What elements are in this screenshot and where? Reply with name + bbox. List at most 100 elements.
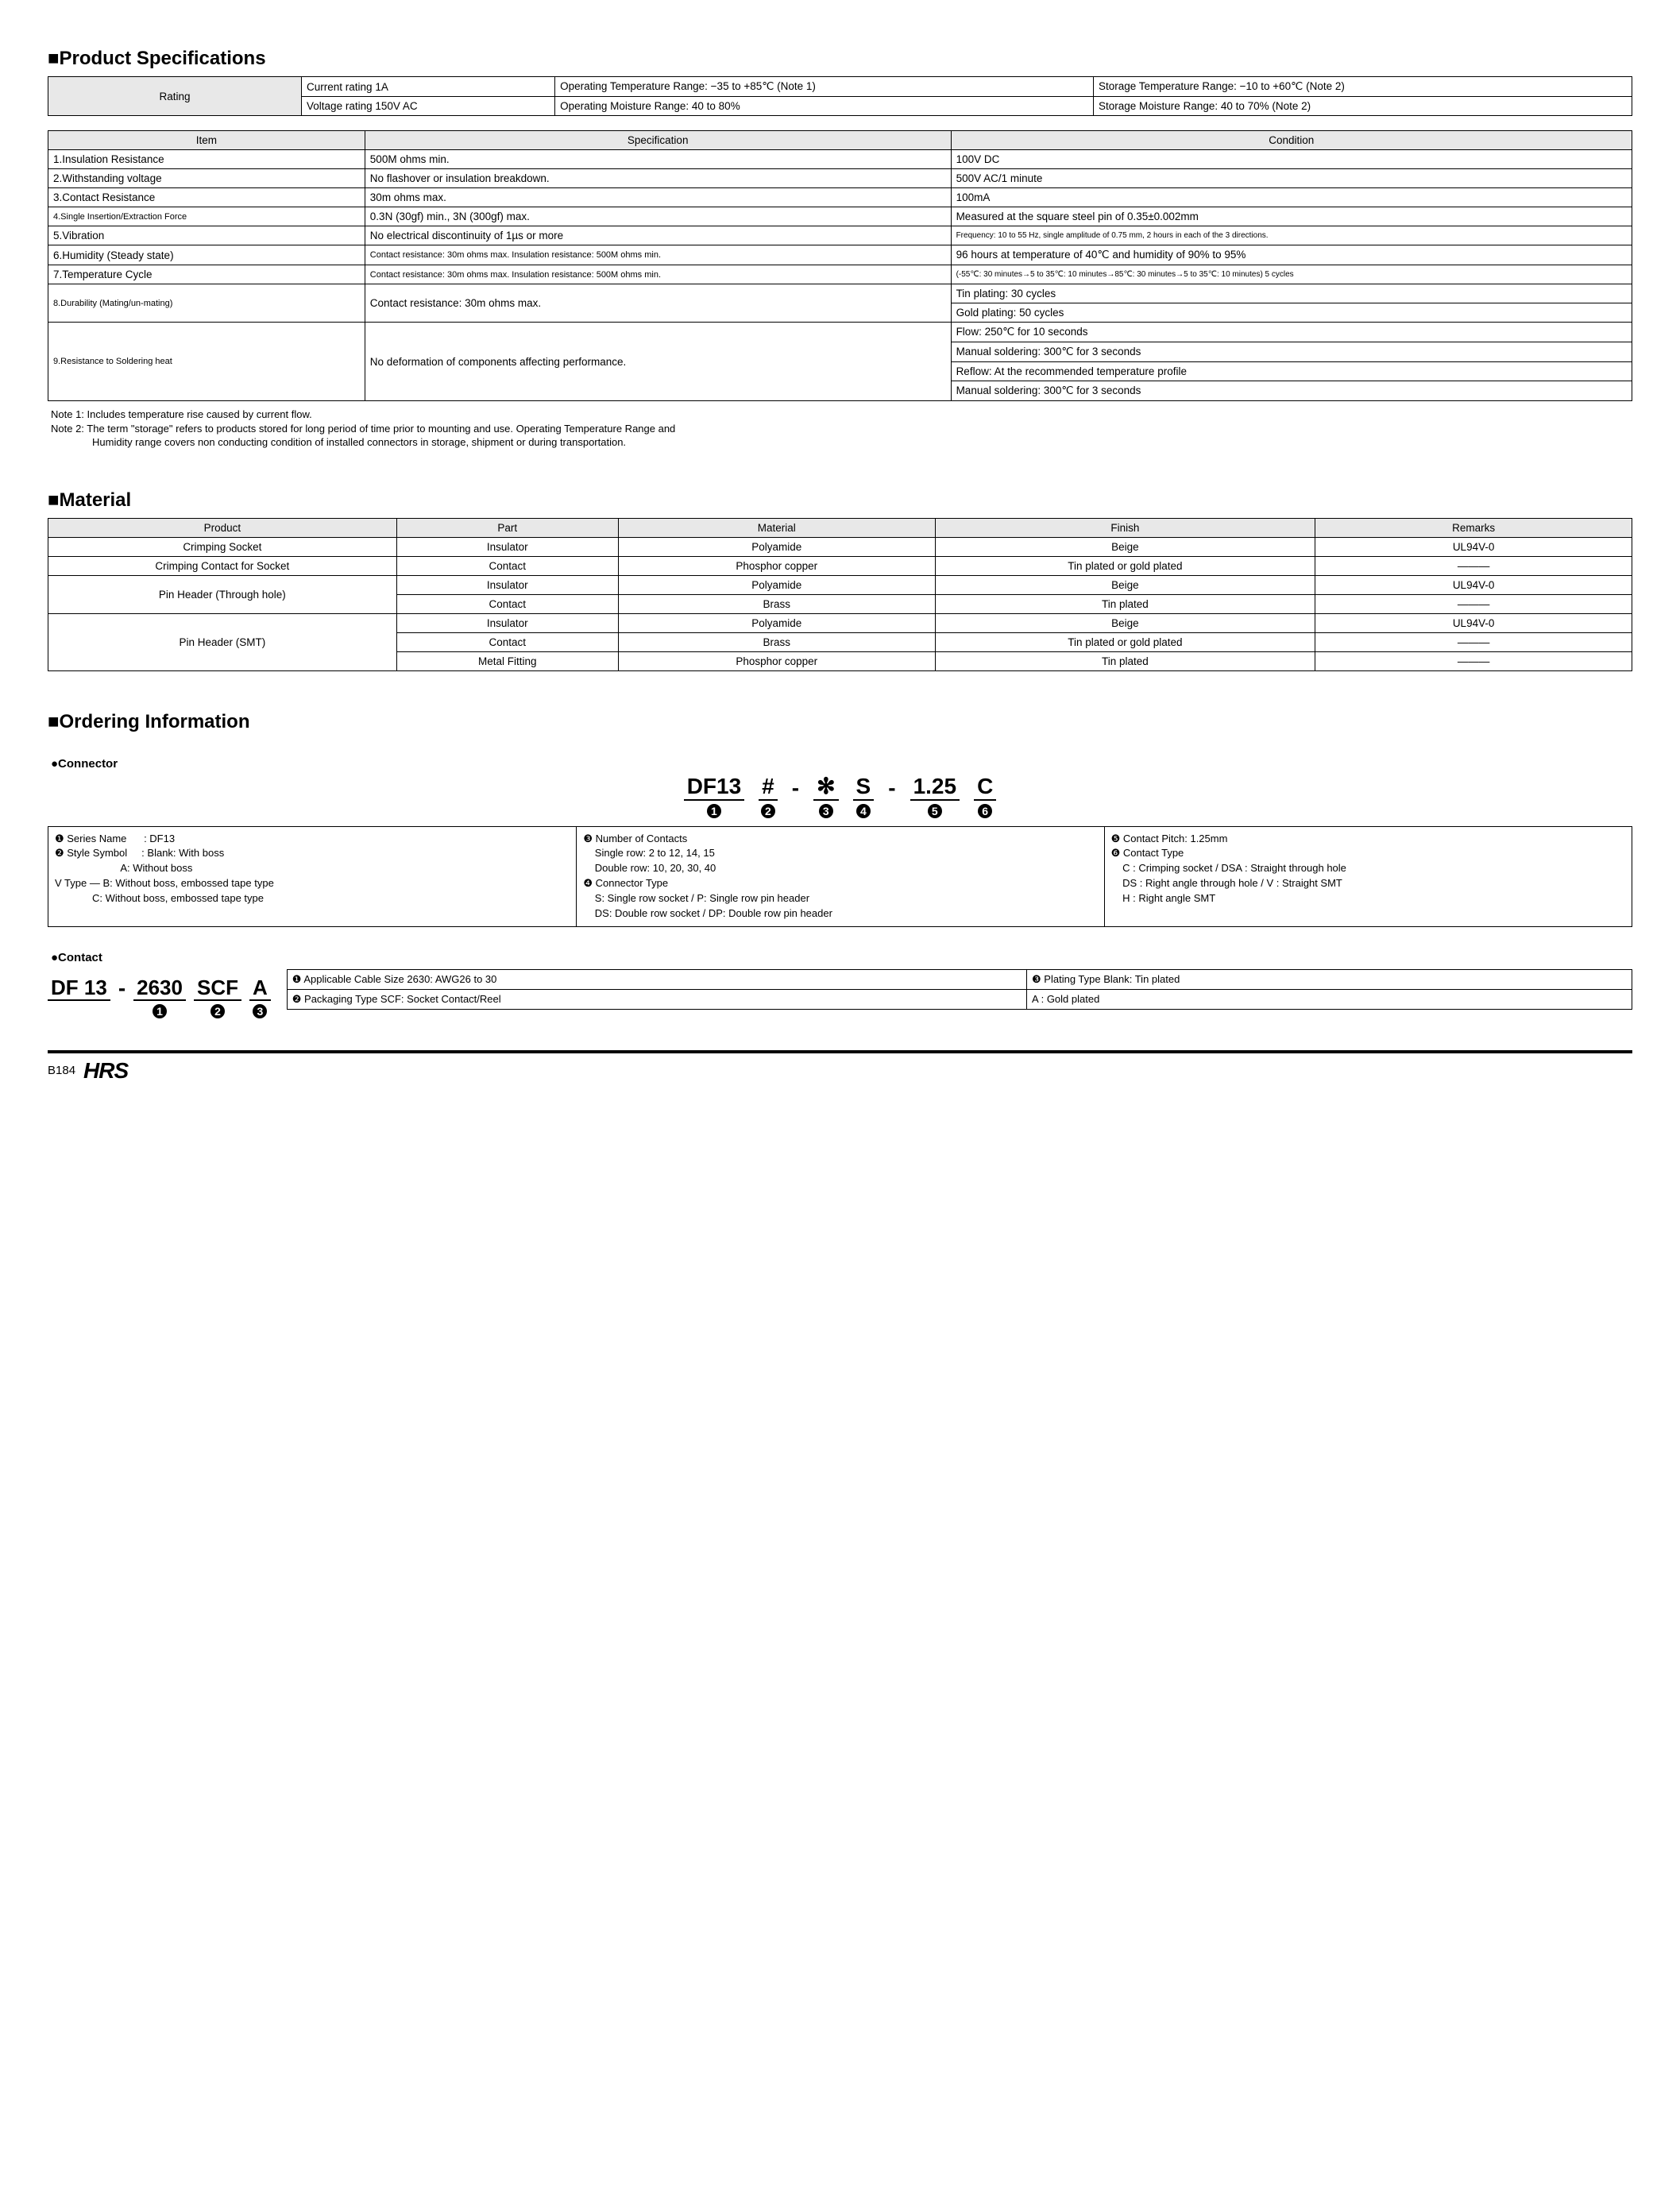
mat-product: Pin Header (Through hole) xyxy=(48,575,397,613)
contact-expl-cell: ❸ Plating Type Blank: Tin plated xyxy=(1027,969,1632,989)
mat-part: Insulator xyxy=(396,613,618,632)
spec-cond: Manual soldering: 300℃ for 3 seconds xyxy=(951,381,1632,401)
spec-item: 5.Vibration xyxy=(48,226,365,245)
note-1: Note 1: Includes temperature rise caused… xyxy=(51,408,1632,422)
mat-remarks: ——— xyxy=(1315,556,1632,575)
mat-material: Polyamide xyxy=(618,575,935,594)
spec-cond: 500V AC/1 minute xyxy=(951,169,1632,188)
pn-segment: S4 xyxy=(853,775,875,818)
col-spec: Specification xyxy=(365,131,951,150)
mat-product: Pin Header (SMT) xyxy=(48,613,397,670)
spec-cond: 100mA xyxy=(951,188,1632,207)
spec-spec: No electrical discontinuity of 1µs or mo… xyxy=(365,226,951,245)
pn-segment: #2 xyxy=(759,775,778,818)
note-2b: Humidity range covers non conducting con… xyxy=(51,435,1632,450)
spec-spec: 500M ohms min. xyxy=(365,150,951,169)
contact-expl-cell: A : Gold plated xyxy=(1027,989,1632,1009)
mat-part: Contact xyxy=(396,556,618,575)
mat-finish: Beige xyxy=(935,613,1315,632)
mat-finish: Tin plated xyxy=(935,651,1315,670)
pn-separator: - xyxy=(792,775,799,818)
connector-subheading: ●Connector xyxy=(51,757,1632,771)
pn-separator: - xyxy=(888,775,895,818)
spec-cond: Manual soldering: 300℃ for 3 seconds xyxy=(951,342,1632,362)
spec-cond: Flow: 250℃ for 10 seconds xyxy=(951,323,1632,342)
contact-expl-cell: ❶ Applicable Cable Size 2630: AWG26 to 3… xyxy=(287,969,1026,989)
mat-finish: Beige xyxy=(935,537,1315,556)
pn-segment: 1.255 xyxy=(910,775,960,818)
col-finish: Finish xyxy=(935,518,1315,537)
mat-material: Polyamide xyxy=(618,613,935,632)
product-spec-heading: ■Product Specifications xyxy=(48,48,1632,70)
material-heading: ■Material xyxy=(48,489,1632,512)
col-cond: Condition xyxy=(951,131,1632,150)
rating-cell: Storage Temperature Range: −10 to +60℃ (… xyxy=(1094,77,1632,97)
spec-item: 3.Contact Resistance xyxy=(48,188,365,207)
spec-item: 8.Durability (Mating/un-mating) xyxy=(48,284,365,323)
mat-material: Polyamide xyxy=(618,537,935,556)
contact-part-number: DF 13-26301SCF2A3 xyxy=(48,969,271,1018)
mat-remarks: ——— xyxy=(1315,651,1632,670)
col-remarks: Remarks xyxy=(1315,518,1632,537)
ordering-heading: ■Ordering Information xyxy=(48,711,1632,733)
conn-expl-col: ❸ Number of Contacts Single row: 2 to 12… xyxy=(576,827,1103,926)
rating-label: Rating xyxy=(48,77,302,116)
rating-cell: Voltage rating 150V AC xyxy=(302,97,555,116)
spec-item: 6.Humidity (Steady state) xyxy=(48,245,365,265)
contact-subheading: ●Contact xyxy=(51,951,1632,964)
spec-cond: 96 hours at temperature of 40℃ and humid… xyxy=(951,245,1632,265)
spec-spec: No flashover or insulation breakdown. xyxy=(365,169,951,188)
mat-finish: Tin plated or gold plated xyxy=(935,556,1315,575)
conn-expl-col: ❶ Series Name : DF13 ❷ Style Symbol : Bl… xyxy=(48,827,576,926)
hrs-logo: HRS xyxy=(83,1058,128,1084)
mat-remarks: UL94V-0 xyxy=(1315,537,1632,556)
mat-part: Contact xyxy=(396,594,618,613)
spec-cond: 100V DC xyxy=(951,150,1632,169)
mat-material: Phosphor copper xyxy=(618,556,935,575)
spec-item: 7.Temperature Cycle xyxy=(48,265,365,284)
mat-remarks: ——— xyxy=(1315,594,1632,613)
col-product: Product xyxy=(48,518,397,537)
contact-expl-cell: ❷ Packaging Type SCF: Socket Contact/Ree… xyxy=(287,989,1026,1009)
spec-spec: No deformation of components affecting p… xyxy=(365,323,951,401)
mat-material: Brass xyxy=(618,594,935,613)
spec-cond: (-55℃: 30 minutes→5 to 35℃: 10 minutes→8… xyxy=(951,265,1632,284)
spec-cond: Reflow: At the recommended temperature p… xyxy=(951,362,1632,381)
spec-cond: Tin plating: 30 cycles xyxy=(951,284,1632,303)
spec-table: Item Specification Condition 1.Insulatio… xyxy=(48,130,1632,401)
col-part: Part xyxy=(396,518,618,537)
connector-part-number: DF131#2-✻3S4-1.255C6 xyxy=(48,775,1632,818)
material-table: Product Part Material Finish Remarks Cri… xyxy=(48,518,1632,671)
col-item: Item xyxy=(48,131,365,150)
conn-expl-col: ❺ Contact Pitch: 1.25mm ❻ Contact Type C… xyxy=(1104,827,1632,926)
spec-notes: Note 1: Includes temperature rise caused… xyxy=(51,408,1632,450)
spec-cond: Gold plating: 50 cycles xyxy=(951,303,1632,323)
spec-spec: 30m ohms max. xyxy=(365,188,951,207)
spec-cond: Frequency: 10 to 55 Hz, single amplitude… xyxy=(951,226,1632,245)
mat-product: Crimping Contact for Socket xyxy=(48,556,397,575)
pn-segment: DF131 xyxy=(684,775,744,818)
note-2a: Note 2: The term "storage" refers to pro… xyxy=(51,422,1632,436)
rating-cell: Operating Temperature Range: −35 to +85℃… xyxy=(555,77,1094,97)
mat-remarks: UL94V-0 xyxy=(1315,613,1632,632)
spec-spec: Contact resistance: 30m ohms max. Insula… xyxy=(365,245,951,265)
mat-finish: Tin plated or gold plated xyxy=(935,632,1315,651)
col-material: Material xyxy=(618,518,935,537)
page-footer: B184 HRS xyxy=(48,1050,1632,1084)
pn-segment: A3 xyxy=(249,977,271,1018)
rating-table: Rating Current rating 1A Operating Tempe… xyxy=(48,76,1632,116)
connector-explain-grid: ❶ Series Name : DF13 ❷ Style Symbol : Bl… xyxy=(48,826,1632,927)
mat-part: Insulator xyxy=(396,537,618,556)
rating-cell: Current rating 1A xyxy=(302,77,555,97)
pn-segment: C6 xyxy=(974,775,996,818)
pn-segment: 26301 xyxy=(133,977,186,1018)
pn-segment: ✻3 xyxy=(813,775,838,818)
mat-part: Metal Fitting xyxy=(396,651,618,670)
mat-remarks: UL94V-0 xyxy=(1315,575,1632,594)
spec-spec: 0.3N (30gf) min., 3N (300gf) max. xyxy=(365,207,951,226)
page-number: B184 xyxy=(48,1064,75,1077)
spec-item: 4.Single Insertion/Extraction Force xyxy=(48,207,365,226)
spec-spec: Contact resistance: 30m ohms max. xyxy=(365,284,951,323)
rating-cell: Storage Moisture Range: 40 to 70% (Note … xyxy=(1094,97,1632,116)
mat-material: Brass xyxy=(618,632,935,651)
